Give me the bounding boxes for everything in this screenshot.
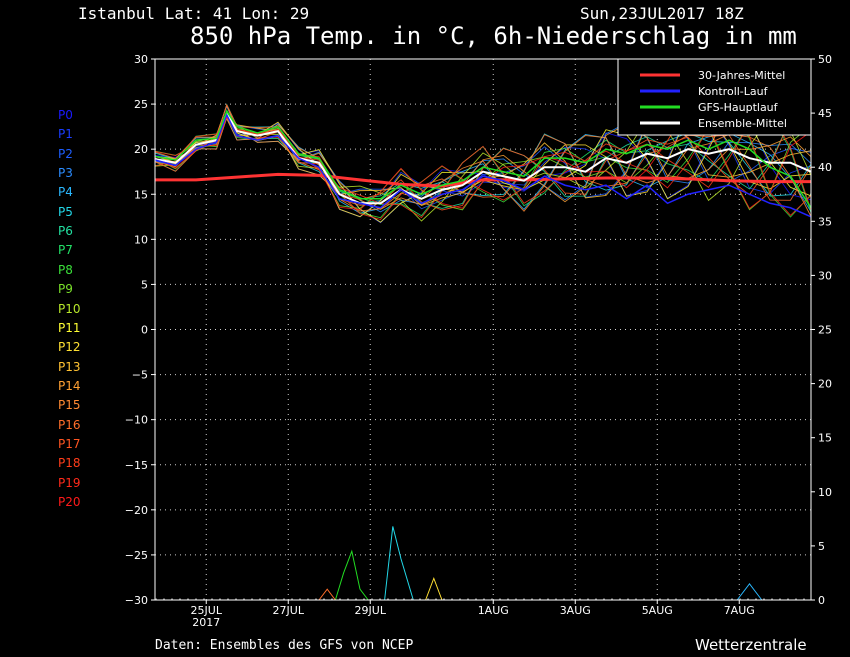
series-line bbox=[154, 113, 812, 218]
member-label-p20: P20 bbox=[58, 495, 81, 509]
legend-label: GFS-Hauptlauf bbox=[698, 101, 779, 114]
y-tick-label: 20 bbox=[134, 143, 148, 156]
legend-label: 30-Jahres-Mittel bbox=[698, 69, 785, 82]
member-label-p11: P11 bbox=[58, 320, 81, 335]
y-tick-label: 30 bbox=[134, 53, 148, 66]
member-label-p14: P14 bbox=[58, 378, 81, 393]
legend-label: Ensemble-Mittel bbox=[698, 117, 787, 130]
data-source: Daten: Ensembles des GFS von NCEP bbox=[155, 638, 414, 653]
y2-tick-label: 40 bbox=[818, 161, 832, 174]
y2-tick-label: 35 bbox=[818, 215, 832, 228]
x-tick-label: 3AUG bbox=[560, 604, 591, 617]
x-tick-sublabel: 2017 bbox=[192, 616, 220, 629]
series-line bbox=[155, 172, 811, 188]
member-label-p8: P8 bbox=[58, 262, 73, 277]
y-tick-label: 5 bbox=[141, 278, 148, 291]
x-tick-label: 25JUL bbox=[191, 604, 223, 617]
y2-tick-label: 20 bbox=[818, 378, 832, 391]
y2-tick-label: 5 bbox=[818, 540, 825, 553]
y-tick-label: 15 bbox=[134, 188, 148, 201]
member-label-p0: P0 bbox=[58, 108, 73, 122]
y-tick-label: 10 bbox=[134, 233, 148, 246]
member-label-p18: P18 bbox=[58, 456, 81, 471]
member-line-p14 bbox=[154, 104, 812, 210]
y-tick-label: −30 bbox=[125, 594, 148, 607]
series-line bbox=[154, 110, 812, 205]
member-label-p17: P17 bbox=[58, 436, 81, 451]
location-label: Istanbul Lat: 41 Lon: 29 bbox=[78, 4, 310, 23]
series-line bbox=[154, 109, 812, 209]
member-label-p6: P6 bbox=[58, 224, 73, 239]
precip-line bbox=[425, 576, 443, 601]
x-tick-label: 1AUG bbox=[478, 604, 509, 617]
member-label-p10: P10 bbox=[58, 301, 81, 316]
y2-tick-label: 45 bbox=[818, 107, 832, 120]
y-tick-label: 25 bbox=[134, 98, 148, 111]
x-tick-label: 29JUL bbox=[355, 604, 387, 617]
x-tick-label: 5AUG bbox=[642, 604, 673, 617]
chart-title: 850 hPa Temp. in °C, 6h-Niederschlag in … bbox=[190, 22, 797, 50]
y-tick-label: −5 bbox=[132, 369, 148, 382]
y-tick-label: 0 bbox=[141, 324, 148, 337]
left-axis-ticks: 30 25 20 15 10 5 0 −5 −10 −15 −20 −25 −30 bbox=[125, 53, 155, 607]
member-line-p17 bbox=[154, 103, 812, 211]
y-tick-label: −25 bbox=[125, 549, 148, 562]
member-label-p19: P19 bbox=[58, 475, 81, 490]
x-tick-label: 27JUL bbox=[273, 604, 305, 617]
member-label-p3: P3 bbox=[58, 166, 73, 181]
y-tick-label: −10 bbox=[125, 414, 148, 427]
y-tick-label: −20 bbox=[125, 504, 148, 517]
y2-tick-label: 25 bbox=[818, 324, 832, 337]
chart-series bbox=[154, 100, 812, 224]
precip-line bbox=[318, 588, 336, 601]
run-time-label: Sun,23JUL2017 18Z bbox=[580, 4, 744, 23]
member-label-p9: P9 bbox=[58, 282, 73, 297]
precip-line bbox=[384, 526, 414, 601]
precip-line bbox=[736, 582, 763, 601]
member-label-p7: P7 bbox=[58, 243, 73, 258]
member-line-p13 bbox=[154, 112, 812, 207]
member-label-p2: P2 bbox=[58, 146, 73, 161]
member-label-p16: P16 bbox=[58, 417, 81, 432]
brand-label: Wetterzentrale bbox=[695, 636, 807, 654]
member-label-p4: P4 bbox=[58, 185, 73, 200]
precip-line bbox=[334, 549, 369, 601]
y2-tick-label: 50 bbox=[818, 53, 832, 66]
y2-tick-label: 10 bbox=[818, 486, 832, 499]
member-label-p13: P13 bbox=[58, 359, 81, 374]
x-tick-label: 7AUG bbox=[724, 604, 755, 617]
y-tick-label: −15 bbox=[125, 459, 148, 472]
member-label-p5: P5 bbox=[58, 204, 73, 219]
member-label-p12: P12 bbox=[58, 340, 81, 355]
member-label-p1: P1 bbox=[58, 127, 73, 142]
legend-label: Kontroll-Lauf bbox=[698, 85, 769, 98]
y2-tick-label: 15 bbox=[818, 432, 832, 445]
y2-tick-label: 30 bbox=[818, 269, 832, 282]
precip-series bbox=[155, 526, 811, 601]
member-label-p15: P15 bbox=[58, 398, 81, 413]
chart-legend: 30-Jahres-Mittel Kontroll-Lauf GFS-Hauptla… bbox=[617, 58, 812, 136]
y2-tick-label: 0 bbox=[818, 594, 825, 607]
